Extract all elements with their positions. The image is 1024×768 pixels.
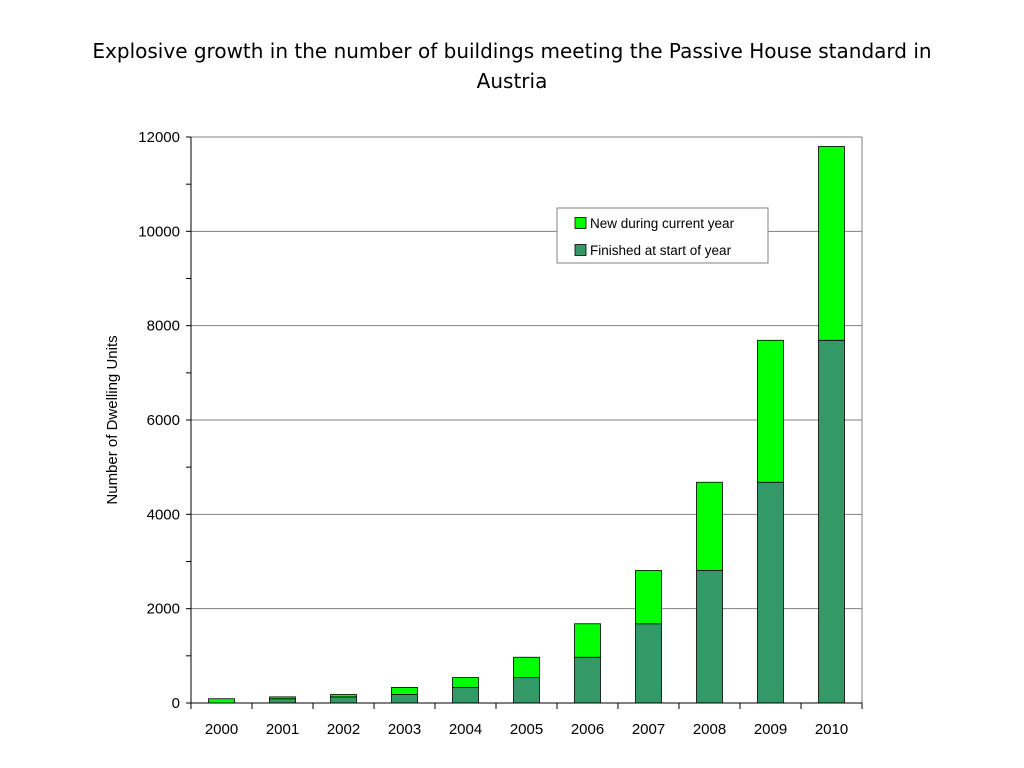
x-tick-label: 2009	[754, 721, 787, 738]
y-tick-label: 6000	[147, 412, 180, 429]
y-axis-label: Number of Dwelling Units	[104, 335, 121, 504]
tick-labels: 0 2000 4000 6000 8000 10000 12000 2000 2001 2002 2…	[138, 129, 848, 738]
legend-label: New during current year	[590, 216, 735, 231]
bar-new-2002	[330, 694, 357, 698]
bar-new-2009	[757, 339, 784, 483]
bar-finished-2001	[269, 698, 296, 704]
x-tick-label: 2002	[327, 721, 360, 738]
bar-new-2003	[391, 687, 418, 695]
x-tick-label: 2010	[815, 721, 848, 738]
x-tick-label: 2008	[693, 721, 726, 738]
x-tick-label: 2007	[632, 721, 665, 738]
bar-finished-2004	[452, 687, 479, 704]
bar-finished-2006	[574, 656, 601, 704]
x-tick-label: 2001	[266, 721, 299, 738]
y-tick-label: 8000	[147, 318, 180, 335]
x-tick-label: 2000	[205, 721, 238, 738]
bar-finished-2005	[513, 677, 540, 704]
legend-label: Finished at start of year	[590, 243, 732, 258]
legend-swatch	[574, 217, 587, 229]
x-tick-label: 2005	[510, 721, 543, 738]
y-tick-label: 2000	[147, 601, 180, 618]
chart-title: Explosive growth in the number of buildi…	[92, 39, 932, 93]
bar-finished-2003	[391, 694, 418, 704]
bar-new-2007	[635, 570, 662, 625]
y-tick-label: 10000	[138, 223, 180, 240]
bar-finished-2010	[818, 339, 845, 704]
y-tick-label: 4000	[147, 506, 180, 523]
gridlines	[191, 136, 862, 610]
x-tick-label: 2006	[571, 721, 604, 738]
bar-new-2005	[513, 656, 540, 678]
x-tick-label: 2004	[449, 721, 482, 738]
bar-new-2001	[269, 696, 296, 700]
bar-finished-2008	[696, 570, 723, 704]
bar-finished-2009	[757, 481, 784, 704]
y-tick-label: 12000	[138, 129, 180, 146]
bar-finished-2007	[635, 623, 662, 704]
axes	[186, 136, 863, 709]
bar-new-2010	[818, 146, 845, 341]
bar-finished-2002	[330, 696, 357, 704]
bar-new-2006	[574, 623, 601, 658]
legend-box	[556, 207, 769, 264]
legend: New during current year Finished at start…	[556, 207, 769, 264]
y-tick-label: 0	[172, 695, 180, 712]
x-tick-label: 2003	[388, 721, 421, 738]
bar-new-2008	[696, 481, 723, 571]
bar-new-2004	[452, 677, 479, 688]
bar-new-2000	[208, 698, 235, 704]
legend-swatch	[574, 244, 587, 256]
